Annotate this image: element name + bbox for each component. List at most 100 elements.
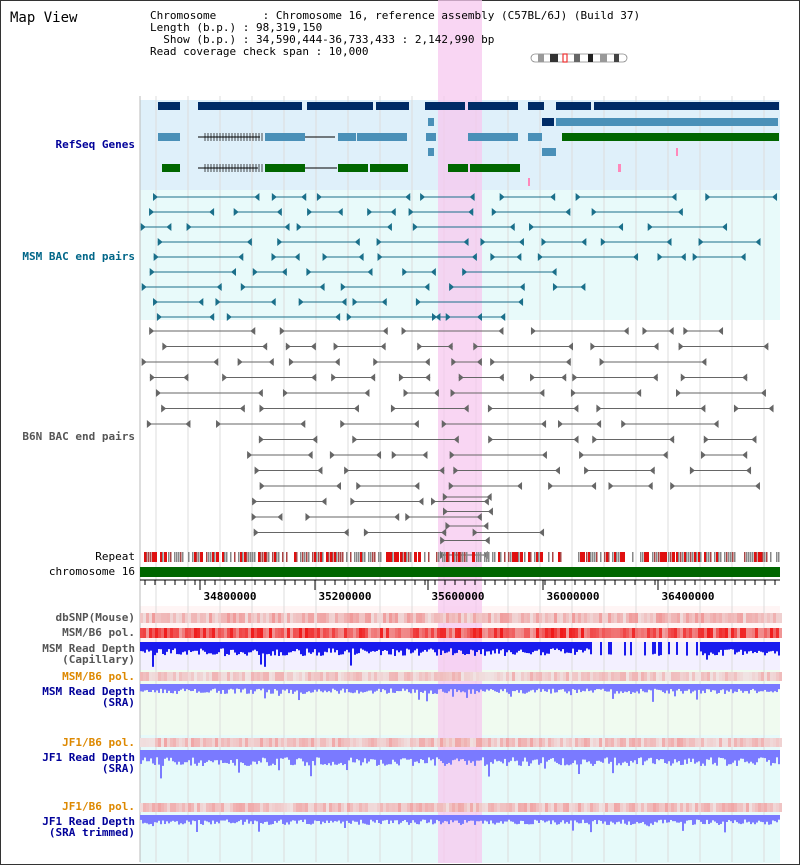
- jf1-sra-depth-bar: [558, 750, 560, 765]
- msm-bac-pair-end: [156, 313, 162, 321]
- jf1-sra-depth-bar: [704, 750, 706, 766]
- msm-pol2-cell: [764, 672, 767, 681]
- msm-bac-pair-end: [252, 268, 258, 276]
- repeat-mark: [240, 552, 243, 562]
- b6n-bac-pair-end: [488, 435, 494, 444]
- jf1-pol2-cell: [431, 803, 434, 812]
- msm-cap-depth-bar: [762, 642, 764, 653]
- dbsnp-cell: [545, 613, 548, 623]
- jf1-sra-depth-bar: [654, 750, 656, 765]
- msm-sra-depth-bar: [330, 684, 332, 693]
- jf1-pol2-cell: [224, 803, 227, 812]
- chromosome-bar: [140, 567, 780, 577]
- jf1-pol-cell: [743, 738, 746, 747]
- dbsnp-cell: [494, 613, 497, 623]
- msm-bac-pair-end: [550, 193, 556, 201]
- msm-sra-depth-bar: [348, 684, 350, 693]
- msm-pol2-cell: [515, 672, 518, 681]
- msm-pol-cell: [290, 628, 293, 638]
- b6n-bac-pair-end: [476, 358, 482, 366]
- msm-sra-depth-bar: [604, 684, 606, 692]
- dbsnp-cell: [764, 613, 767, 623]
- jf1-trim-depth-bar: [564, 815, 566, 824]
- msm-cap-depth-bar: [190, 642, 192, 653]
- jf1-pol-cell: [410, 738, 413, 747]
- jf1-pol2-cell: [152, 803, 155, 812]
- msm-pol2-cell: [638, 672, 641, 681]
- track-label-msm-depth-sra[interactable]: MSM Read Depth (SRA): [42, 686, 135, 708]
- jf1-pol2-cell: [770, 803, 773, 812]
- track-label-refseq[interactable]: RefSeq Genes: [55, 138, 135, 151]
- repeat-mark: [654, 552, 656, 562]
- msm-sra-depth-bar: [722, 684, 724, 690]
- msm-cap-depth-bar: [334, 642, 336, 653]
- track-label-chromosome[interactable]: chromosome 16: [48, 565, 135, 578]
- msm-bac-pair-end: [618, 223, 624, 231]
- track-label-msm-bac[interactable]: MSM BAC end pairs: [22, 250, 135, 263]
- dbsnp-cell: [746, 613, 749, 623]
- jf1-sra-depth-bar: [326, 750, 328, 766]
- repeat-mark: [188, 552, 190, 562]
- msm-sra-depth-bar: [512, 684, 514, 692]
- jf1-pol2-cell: [191, 803, 194, 812]
- repeat-mark: [332, 552, 334, 562]
- track-label-msm-b6-pol-1[interactable]: MSM/B6 pol.: [62, 626, 135, 639]
- jf1-trim-depth-bar: [500, 815, 502, 822]
- chromosome-ideogram[interactable]: [530, 53, 628, 63]
- jf1-trim-depth-bar: [456, 815, 458, 821]
- jf1-sra-depth-bar: [376, 750, 378, 766]
- msm-sra-depth-bar: [730, 684, 732, 690]
- jf1-trim-depth-bar: [770, 815, 772, 825]
- jf1-pol-cell: [488, 738, 491, 747]
- msm-sra-depth-bar: [534, 684, 536, 693]
- jf1-sra-depth-bar: [240, 750, 242, 763]
- jf1-trim-depth-bar: [182, 815, 184, 825]
- repeat-mark: [578, 552, 580, 562]
- repeat-mark: [294, 552, 297, 562]
- repeat-mark: [330, 552, 333, 562]
- msm-sra-depth-bar: [378, 684, 380, 689]
- msm-cap-depth-bar: [194, 642, 196, 651]
- track-label-repeat[interactable]: Repeat: [95, 550, 135, 563]
- jf1-sra-depth-bar: [180, 750, 182, 765]
- jf1-trim-depth-bar: [488, 815, 490, 825]
- msm-pol2-cell: [743, 672, 746, 681]
- track-label-jf1-depth-sra[interactable]: JF1 Read Depth (SRA): [42, 752, 135, 774]
- jf1-pol-cell: [668, 738, 671, 747]
- track-label-dbsnp[interactable]: dbSNP(Mouse): [55, 611, 135, 624]
- repeat-mark: [242, 552, 244, 562]
- jf1-trim-depth-bar: [548, 815, 550, 821]
- msm-bac-pair-end: [519, 283, 525, 291]
- repeat-mark: [514, 552, 517, 562]
- repeat-mark: [266, 552, 268, 562]
- jf1-trim-depth-bar: [670, 815, 672, 820]
- track-label-jf1-b6-pol-1[interactable]: JF1/B6 pol.: [62, 736, 135, 749]
- msm-sra-depth-bar: [488, 684, 490, 691]
- msm-sra-depth-bar: [524, 684, 526, 694]
- jf1-trim-depth-bar: [466, 815, 468, 823]
- msm-cap-depth-bar: [408, 642, 410, 650]
- jf1-pol2-cell: [308, 803, 311, 812]
- repeat-mark: [606, 552, 609, 562]
- dbsnp-cell: [197, 613, 200, 623]
- track-label-jf1-depth-trimmed[interactable]: JF1 Read Depth (SRA trimmed): [42, 816, 135, 838]
- track-label-msm-depth-capillary[interactable]: MSM Read Depth (Capillary): [42, 643, 135, 665]
- track-label-b6n-bac[interactable]: B6N BAC end pairs: [22, 430, 135, 443]
- track-label-jf1-b6-pol-2[interactable]: JF1/B6 pol.: [62, 800, 135, 813]
- jf1-trim-depth-bar: [318, 815, 320, 821]
- jf1-pol-cell: [275, 738, 278, 747]
- jf1-pol-cell: [185, 738, 188, 747]
- jf1-sra-depth-bar: [144, 750, 146, 758]
- jf1-trim-depth-bar: [168, 815, 170, 824]
- msm-sra-depth-bar: [652, 684, 654, 702]
- jf1-pol2-cell: [173, 803, 176, 812]
- msm-pol-cell: [746, 628, 749, 638]
- jf1-trim-depth-bar: [198, 815, 200, 821]
- track-label-msm-b6-pol-2[interactable]: MSM/B6 pol.: [62, 670, 135, 683]
- jf1-trim-depth-bar: [362, 815, 364, 824]
- b6n-bac-pair-end: [305, 513, 311, 521]
- jf1-pol2-cell: [293, 803, 296, 812]
- jf1-trim-depth-bar: [368, 815, 370, 825]
- msm-pol2-cell: [686, 672, 689, 681]
